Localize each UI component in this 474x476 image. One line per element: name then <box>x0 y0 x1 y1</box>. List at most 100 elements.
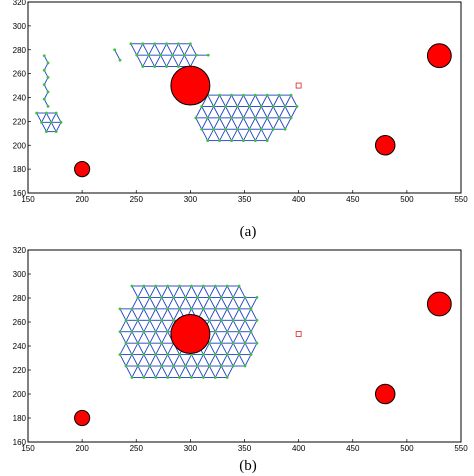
network-edge <box>220 354 228 367</box>
sensor-node <box>200 105 204 108</box>
sensor-node <box>207 318 211 322</box>
network-edge <box>143 297 151 310</box>
network-edge <box>213 106 221 119</box>
network-edge <box>167 320 174 332</box>
network-edge <box>155 308 163 321</box>
x-tick-label: 350 <box>238 195 252 204</box>
network-edge <box>214 354 222 367</box>
sensor-node <box>147 53 151 57</box>
sensor-node <box>219 318 223 322</box>
sensor-node <box>130 353 134 356</box>
network-edge <box>160 54 167 67</box>
sensor-node <box>253 93 257 97</box>
sensor-node <box>200 127 204 131</box>
sensor-node <box>190 376 193 379</box>
network-edge <box>220 365 228 378</box>
network-edge <box>208 308 216 321</box>
network-edge <box>148 43 156 56</box>
network-edge <box>290 106 298 119</box>
sensor-node <box>159 53 163 57</box>
sensor-node <box>184 364 187 368</box>
network-edge <box>137 285 145 298</box>
network-edge <box>207 106 215 119</box>
sensor-node <box>45 111 48 115</box>
sensor-node <box>224 105 227 108</box>
network-edge <box>244 308 252 321</box>
plot-frame-b <box>27 249 462 443</box>
sensor-node <box>45 130 48 134</box>
sensor-node <box>142 330 146 334</box>
network-edge <box>214 331 222 344</box>
network-edge <box>226 308 234 321</box>
y-tick-label: 160 <box>13 438 27 447</box>
sensor-node <box>154 284 158 288</box>
network-edge <box>238 320 246 332</box>
network-edge <box>208 331 216 344</box>
network-edge <box>231 106 238 119</box>
network-edge <box>214 308 222 321</box>
obstacle-circle <box>170 314 211 354</box>
network-edge <box>161 342 169 355</box>
network-edge <box>284 106 292 119</box>
x-tick-label: 250 <box>130 195 144 204</box>
network-edge <box>155 297 163 310</box>
network-edge <box>46 112 52 123</box>
network-edge <box>125 365 133 378</box>
sensor-node <box>153 42 157 46</box>
sensor-node <box>289 116 293 120</box>
network-edge <box>238 342 246 355</box>
network-edge <box>125 354 133 367</box>
network-edge <box>137 365 145 378</box>
network-edge <box>167 354 174 367</box>
caption-a: (a) <box>240 224 257 240</box>
network-edge <box>137 308 145 321</box>
network-edge <box>160 43 167 56</box>
network-edge <box>208 354 216 367</box>
network-edge <box>155 365 163 378</box>
network-edge <box>254 94 262 107</box>
sensor-node <box>218 93 222 97</box>
network-edge <box>143 320 151 332</box>
sensor-node <box>142 307 146 311</box>
sensor-node <box>166 376 170 379</box>
sensor-node <box>237 330 241 334</box>
sensor-node <box>213 353 217 356</box>
network-edge <box>237 129 244 141</box>
network-edge <box>155 331 163 344</box>
y-tick-label: 240 <box>13 94 27 103</box>
y-tick-label: 260 <box>13 318 27 327</box>
sensor-node <box>42 83 46 87</box>
sensor-node <box>212 127 216 131</box>
caption-b: (b) <box>239 458 257 474</box>
sensor-node <box>201 353 205 356</box>
obstacles-a <box>74 43 452 178</box>
y-tick-label: 160 <box>13 189 27 198</box>
network-edge <box>137 342 145 355</box>
y-tick-label: 300 <box>13 22 27 31</box>
network-edge <box>119 342 127 355</box>
network-edge <box>250 297 258 310</box>
sensor-node <box>206 139 210 142</box>
sensor-node <box>178 353 181 356</box>
sensor-node <box>230 116 233 120</box>
target-marker <box>295 82 302 89</box>
network-edge <box>131 308 139 321</box>
network-edge <box>250 342 258 355</box>
sensor-node <box>237 353 241 356</box>
network-edge <box>284 94 292 107</box>
network-edge <box>231 117 238 130</box>
network-edge <box>161 354 169 367</box>
x-tick-label: 550 <box>454 195 468 204</box>
sensor-node <box>271 105 275 108</box>
sensor-node <box>171 53 174 57</box>
network-edge <box>114 49 121 61</box>
sensor-node <box>295 105 299 108</box>
network-edge <box>278 94 286 107</box>
x-tick-label: 300 <box>184 444 198 453</box>
y-tick-label: 180 <box>13 165 27 174</box>
sensor-node <box>46 90 50 94</box>
x-tick-label: 200 <box>75 444 89 453</box>
network-edge <box>243 129 250 141</box>
network-edge <box>137 354 145 367</box>
sensor-node <box>194 116 198 120</box>
